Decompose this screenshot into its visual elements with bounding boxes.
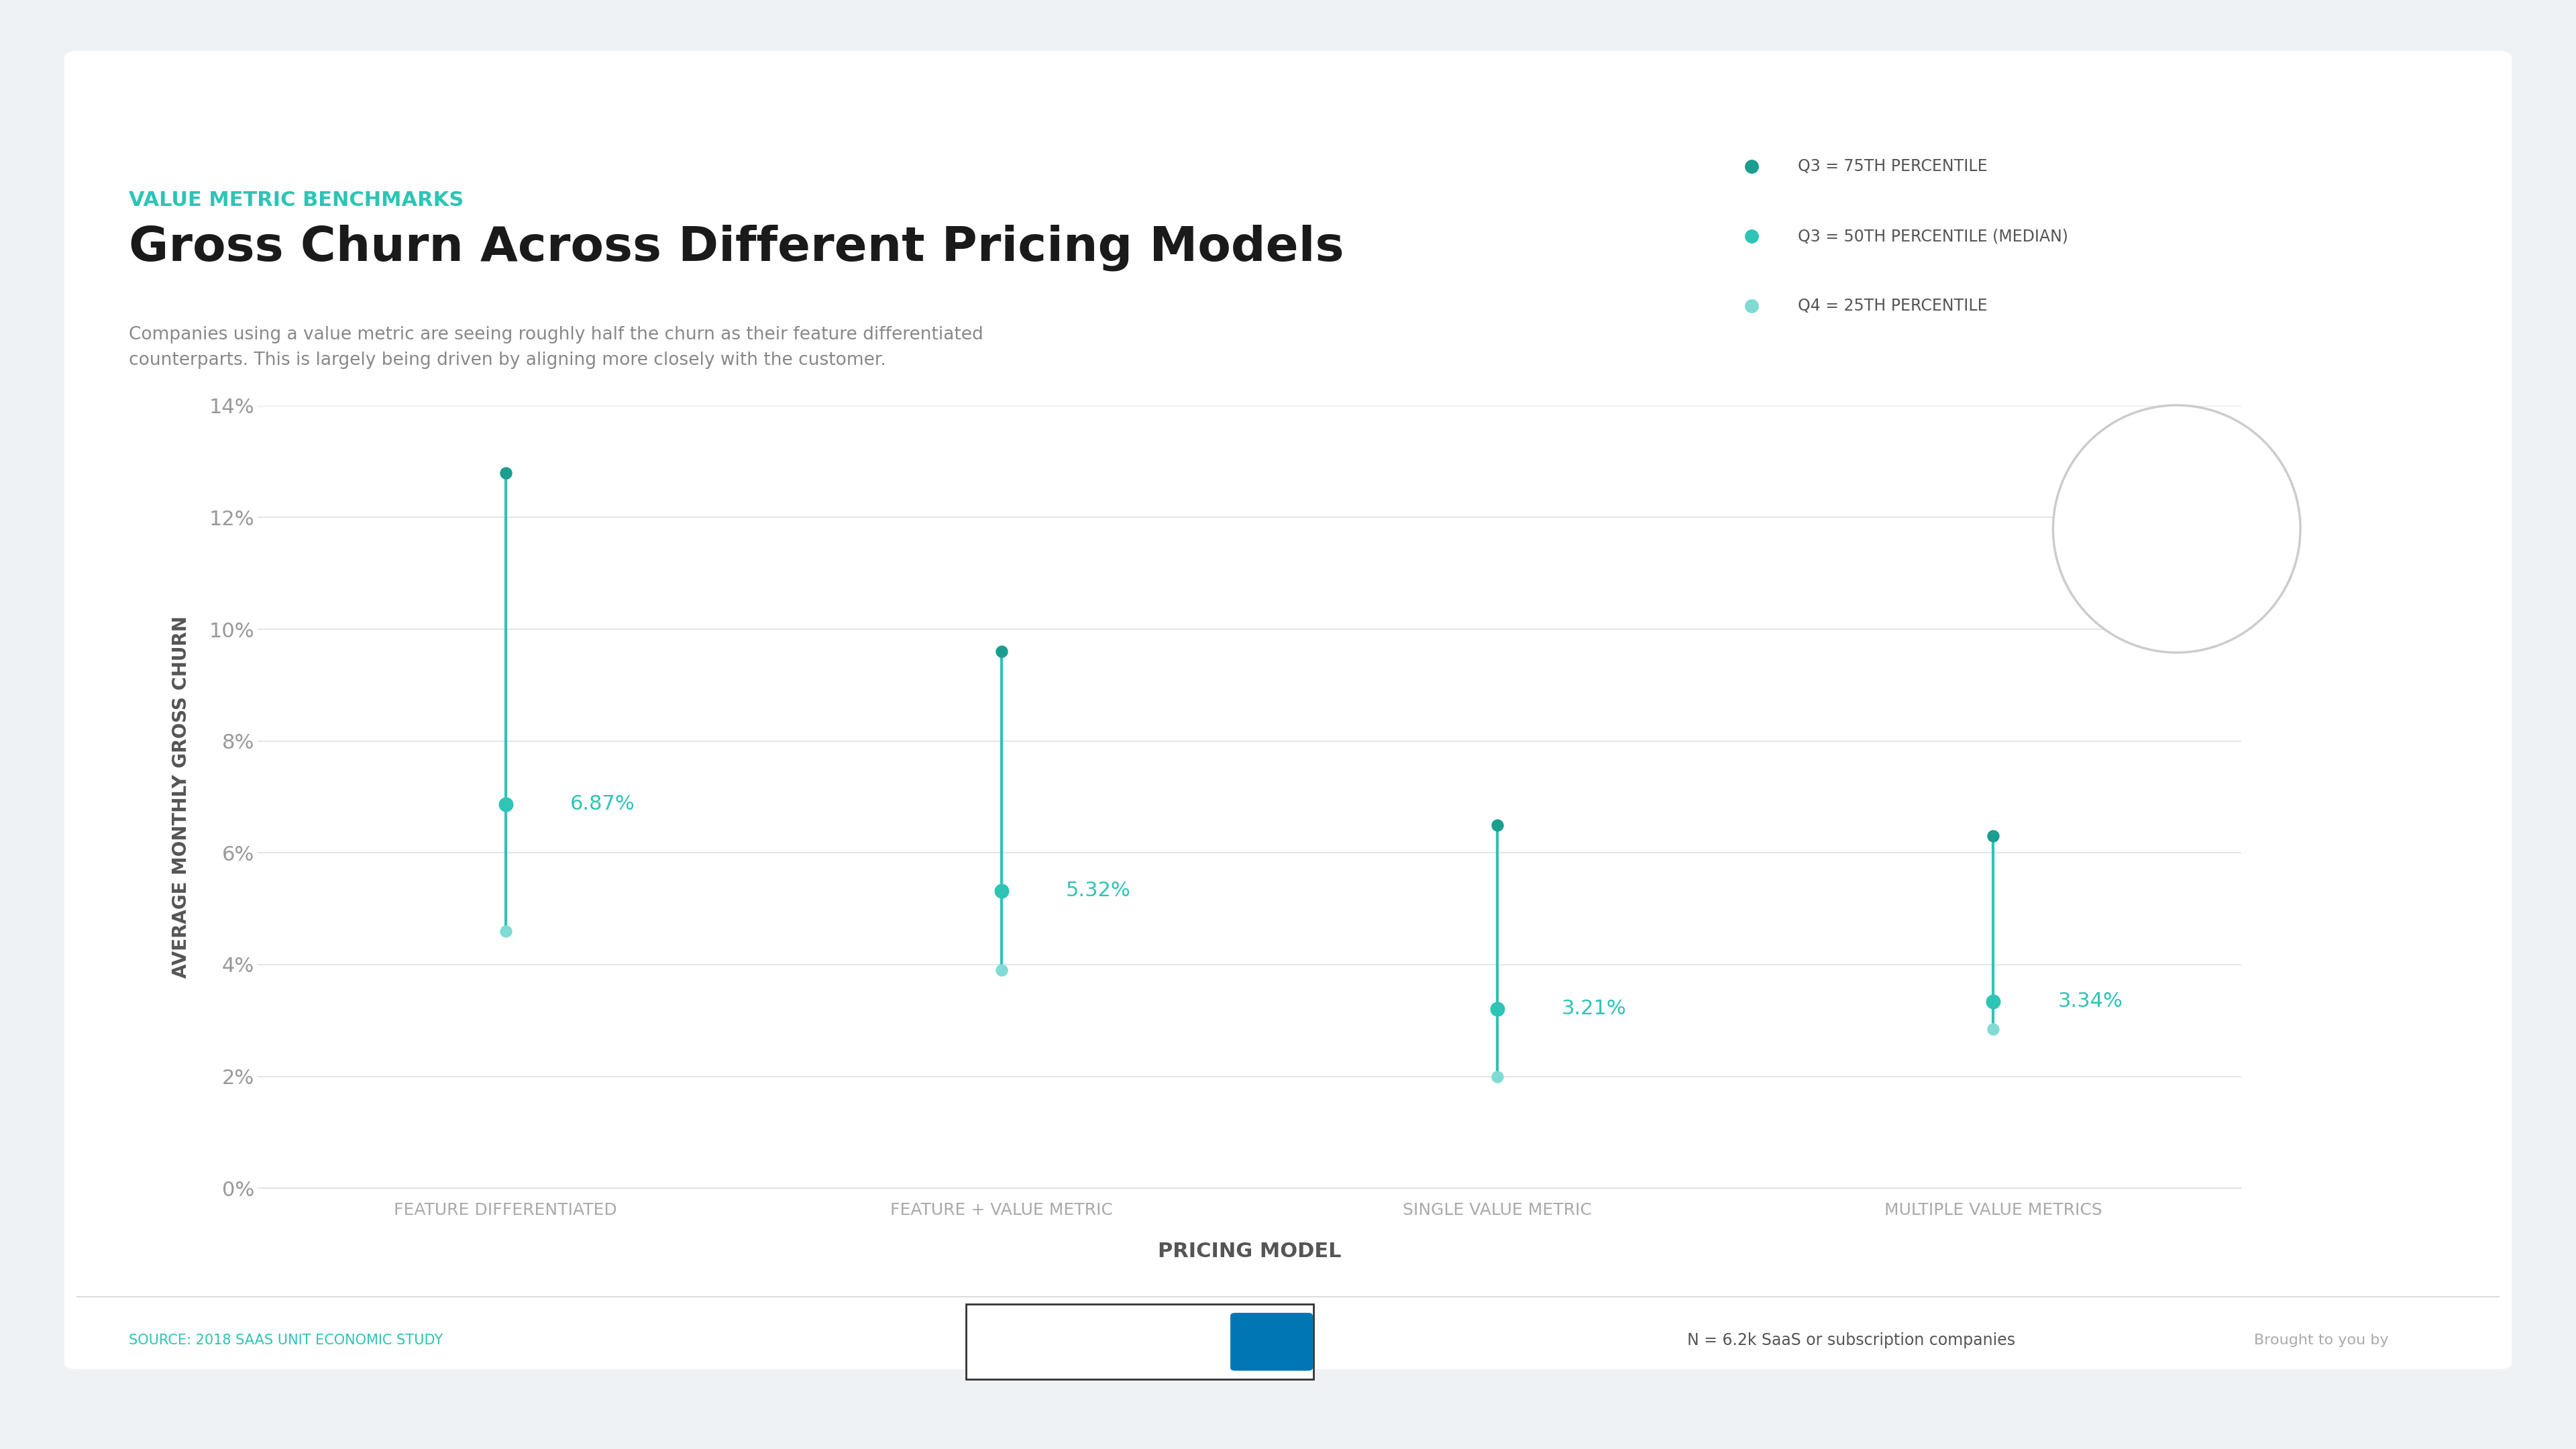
Text: N: N xyxy=(2172,481,2182,497)
Text: 5.32%: 5.32% xyxy=(1066,881,1131,901)
Text: 6.2k: 6.2k xyxy=(2128,536,2226,575)
Point xyxy=(981,880,1023,903)
Text: Q3 = 75TH PERCENTILE: Q3 = 75TH PERCENTILE xyxy=(1798,158,1989,175)
Text: N = 6.2k SaaS or subscription companies: N = 6.2k SaaS or subscription companies xyxy=(1687,1332,2014,1349)
Point xyxy=(981,640,1023,664)
Y-axis label: AVERAGE MONTHLY GROSS CHURN: AVERAGE MONTHLY GROSS CHURN xyxy=(173,616,191,978)
Point xyxy=(484,793,526,816)
Text: 6.87%: 6.87% xyxy=(569,794,634,814)
Point xyxy=(1476,1065,1517,1088)
X-axis label: PRICING MODEL: PRICING MODEL xyxy=(1157,1242,1342,1261)
Point xyxy=(1476,813,1517,836)
Text: SOURCE: 2018 SAAS UNIT ECONOMIC STUDY: SOURCE: 2018 SAAS UNIT ECONOMIC STUDY xyxy=(129,1333,443,1348)
Point xyxy=(1476,997,1517,1020)
Text: 3.34%: 3.34% xyxy=(2058,991,2123,1011)
Text: Q4 = 25TH PERCENTILE: Q4 = 25TH PERCENTILE xyxy=(1798,297,1989,314)
Point xyxy=(1973,1017,2014,1040)
Point xyxy=(484,461,526,484)
Text: CLICK TO SHARE: CLICK TO SHARE xyxy=(1087,1333,1260,1350)
Text: Q3 = 50TH PERCENTILE (MEDIAN): Q3 = 50TH PERCENTILE (MEDIAN) xyxy=(1798,227,2069,245)
Point xyxy=(1973,990,2014,1013)
Point xyxy=(981,959,1023,982)
Text: Gross Churn Across Different Pricing Models: Gross Churn Across Different Pricing Mod… xyxy=(129,225,1345,271)
Point xyxy=(484,920,526,943)
Text: VALUE METRIC BENCHMARKS: VALUE METRIC BENCHMARKS xyxy=(129,191,464,210)
Text: 3.21%: 3.21% xyxy=(1561,998,1625,1019)
Text: Companies using a value metric are seeing roughly half the churn as their featur: Companies using a value metric are seein… xyxy=(129,326,984,369)
Text: Brought to you by: Brought to you by xyxy=(2254,1333,2388,1348)
Text: in: in xyxy=(1260,1330,1283,1353)
Point xyxy=(1973,824,2014,848)
